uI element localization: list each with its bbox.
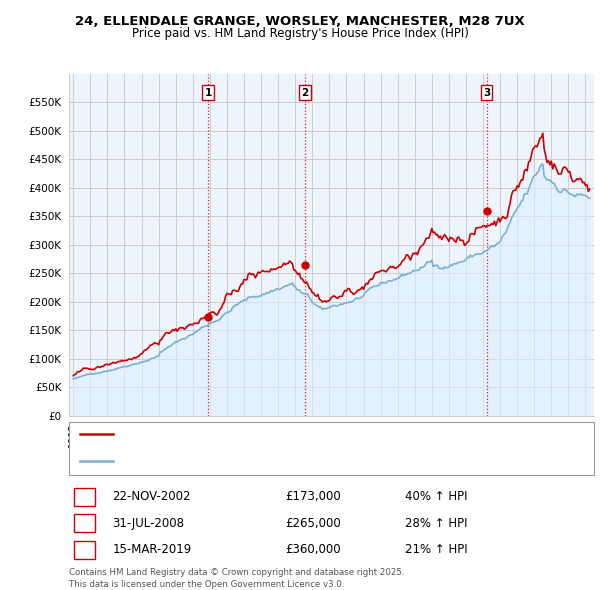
Text: 31-JUL-2008: 31-JUL-2008 xyxy=(112,517,184,530)
Text: 40% ↑ HPI: 40% ↑ HPI xyxy=(405,490,467,503)
Text: 28% ↑ HPI: 28% ↑ HPI xyxy=(405,517,467,530)
Text: 2: 2 xyxy=(301,87,309,97)
Text: 22-NOV-2002: 22-NOV-2002 xyxy=(112,490,191,503)
Text: £265,000: £265,000 xyxy=(285,517,341,530)
Text: 3: 3 xyxy=(81,543,88,556)
Text: This data is licensed under the Open Government Licence v3.0.: This data is licensed under the Open Gov… xyxy=(69,579,344,589)
Text: 3: 3 xyxy=(483,87,490,97)
Text: £360,000: £360,000 xyxy=(285,543,341,556)
Text: 24, ELLENDALE GRANGE, WORSLEY, MANCHESTER, M28 7UX (detached house): 24, ELLENDALE GRANGE, WORSLEY, MANCHESTE… xyxy=(120,429,507,438)
Text: Contains HM Land Registry data © Crown copyright and database right 2025.: Contains HM Land Registry data © Crown c… xyxy=(69,568,404,577)
Text: Price paid vs. HM Land Registry's House Price Index (HPI): Price paid vs. HM Land Registry's House … xyxy=(131,27,469,40)
Text: 2: 2 xyxy=(81,517,88,530)
Text: 24, ELLENDALE GRANGE, WORSLEY, MANCHESTER, M28 7UX: 24, ELLENDALE GRANGE, WORSLEY, MANCHESTE… xyxy=(75,15,525,28)
Text: 1: 1 xyxy=(205,87,212,97)
Text: £173,000: £173,000 xyxy=(285,490,341,503)
Text: 15-MAR-2019: 15-MAR-2019 xyxy=(112,543,191,556)
Text: HPI: Average price, detached house, Salford: HPI: Average price, detached house, Salf… xyxy=(120,457,335,466)
Text: 1: 1 xyxy=(81,490,88,503)
Text: 21% ↑ HPI: 21% ↑ HPI xyxy=(405,543,467,556)
